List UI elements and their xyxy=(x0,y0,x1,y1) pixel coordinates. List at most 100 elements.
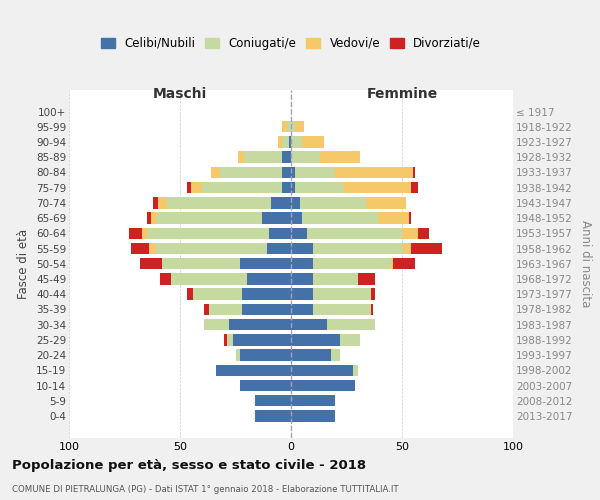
Bar xyxy=(291,152,320,163)
Bar xyxy=(146,228,269,239)
Bar xyxy=(326,319,376,330)
Bar xyxy=(146,212,151,224)
Bar xyxy=(418,228,428,239)
Bar xyxy=(187,182,191,194)
Bar xyxy=(129,228,142,239)
Bar xyxy=(211,166,220,178)
Bar xyxy=(291,334,340,345)
Bar xyxy=(291,212,302,224)
Bar xyxy=(313,258,391,270)
Bar xyxy=(282,152,291,163)
Bar xyxy=(353,364,358,376)
Bar xyxy=(240,380,291,392)
Bar xyxy=(242,288,291,300)
Legend: Celibi/Nubili, Coniugati/e, Vedovi/e, Divorziati/e: Celibi/Nubili, Coniugati/e, Vedovi/e, Di… xyxy=(101,37,481,50)
Bar xyxy=(291,380,355,392)
Bar xyxy=(291,136,302,147)
Bar xyxy=(227,334,233,345)
Bar xyxy=(291,166,295,178)
Bar xyxy=(282,166,291,178)
Bar xyxy=(411,182,418,194)
Bar xyxy=(193,288,242,300)
Bar xyxy=(151,212,155,224)
Bar xyxy=(140,258,162,270)
Bar xyxy=(155,243,266,254)
Bar xyxy=(271,197,291,208)
Bar xyxy=(224,334,227,345)
Bar xyxy=(289,136,291,147)
Bar xyxy=(331,350,340,361)
Bar xyxy=(393,258,415,270)
Bar xyxy=(205,304,209,315)
Bar xyxy=(278,136,282,147)
Bar xyxy=(313,274,358,284)
Bar xyxy=(371,288,376,300)
Bar xyxy=(291,395,335,406)
Bar xyxy=(295,166,335,178)
Bar xyxy=(295,121,304,132)
Bar xyxy=(291,258,313,270)
Bar xyxy=(229,319,291,330)
Bar xyxy=(291,364,353,376)
Bar xyxy=(187,288,193,300)
Bar xyxy=(291,182,295,194)
Bar xyxy=(242,304,291,315)
Bar xyxy=(155,212,262,224)
Bar xyxy=(391,258,393,270)
Bar xyxy=(238,152,244,163)
Bar xyxy=(291,288,313,300)
Bar xyxy=(202,182,282,194)
Bar xyxy=(313,288,371,300)
Bar xyxy=(367,197,406,208)
Text: COMUNE DI PIETRALUNGA (PG) - Dati ISTAT 1° gennaio 2018 - Elaborazione TUTTITALI: COMUNE DI PIETRALUNGA (PG) - Dati ISTAT … xyxy=(12,485,398,494)
Text: Femmine: Femmine xyxy=(367,87,437,101)
Bar xyxy=(291,228,307,239)
Bar xyxy=(262,212,291,224)
Bar xyxy=(247,274,291,284)
Bar xyxy=(402,243,411,254)
Bar xyxy=(142,228,146,239)
Bar xyxy=(413,166,415,178)
Bar xyxy=(411,243,442,254)
Bar xyxy=(409,212,411,224)
Bar xyxy=(269,228,291,239)
Bar xyxy=(240,350,291,361)
Bar xyxy=(291,274,313,284)
Bar xyxy=(335,166,413,178)
Bar xyxy=(256,395,291,406)
Bar xyxy=(256,410,291,422)
Bar xyxy=(295,182,344,194)
Bar xyxy=(282,182,291,194)
Bar xyxy=(149,243,155,254)
Bar xyxy=(240,258,291,270)
Text: Maschi: Maschi xyxy=(153,87,207,101)
Bar xyxy=(209,304,242,315)
Bar xyxy=(344,182,411,194)
Bar xyxy=(215,364,291,376)
Bar xyxy=(167,197,271,208)
Bar xyxy=(158,197,167,208)
Bar xyxy=(233,334,291,345)
Text: Popolazione per età, sesso e stato civile - 2018: Popolazione per età, sesso e stato civil… xyxy=(12,460,366,472)
Bar xyxy=(302,136,325,147)
Bar xyxy=(320,152,360,163)
Bar xyxy=(291,197,300,208)
Bar xyxy=(131,243,149,254)
Bar xyxy=(307,228,402,239)
Bar xyxy=(291,410,335,422)
Bar xyxy=(291,350,331,361)
Bar xyxy=(291,121,295,132)
Bar xyxy=(377,212,409,224)
Bar xyxy=(300,197,367,208)
Bar xyxy=(402,228,418,239)
Bar xyxy=(313,243,402,254)
Bar xyxy=(340,334,360,345)
Bar xyxy=(171,274,247,284)
Bar xyxy=(244,152,282,163)
Bar xyxy=(220,166,282,178)
Bar xyxy=(162,258,240,270)
Bar xyxy=(287,121,291,132)
Y-axis label: Anni di nascita: Anni di nascita xyxy=(579,220,592,308)
Bar xyxy=(291,304,313,315)
Bar xyxy=(282,121,287,132)
